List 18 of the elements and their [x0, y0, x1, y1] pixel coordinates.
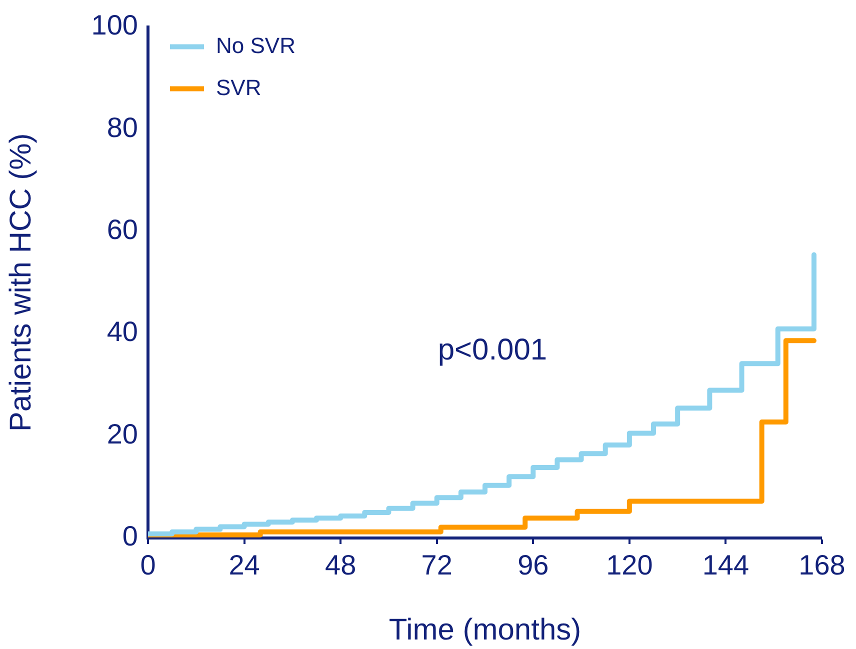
x-tick-label: 72 [421, 550, 452, 581]
x-tick-label: 96 [518, 550, 549, 581]
x-tick-label: 48 [324, 550, 356, 581]
y-tick-label: 40 [106, 316, 138, 348]
y-tick-label: 20 [106, 418, 138, 450]
y-tick-label: 100 [91, 10, 138, 41]
legend-label: No SVR [216, 32, 296, 58]
annotation: p<0.001 [438, 334, 548, 367]
y-tick-label: 0 [122, 520, 138, 552]
y-tick-label: 80 [106, 112, 138, 143]
x-tick-label: 168 [798, 550, 846, 581]
x-tick-label: 144 [702, 550, 750, 581]
legend-label: SVR [216, 74, 262, 100]
x-tick-label: 24 [228, 550, 260, 581]
y-tick-label: 60 [106, 214, 138, 245]
x-tick-label: 120 [606, 550, 653, 581]
y-axis-title: Patients with HCC (%) [4, 133, 38, 432]
x-axis-title: Time (months) [388, 613, 582, 646]
